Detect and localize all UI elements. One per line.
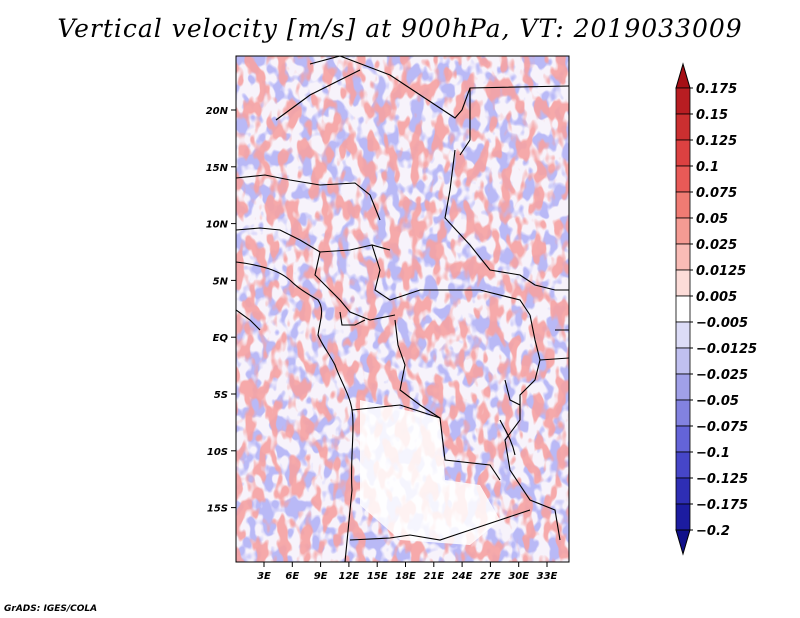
colorbar-label: 0.0125 — [696, 264, 746, 279]
colorbar-segment — [675, 217, 691, 245]
colorbar-segment — [675, 243, 691, 271]
colorbar-label: 0.005 — [696, 290, 737, 305]
colorbar-label: −0.1 — [696, 446, 730, 461]
longitude-axis: 3E 6E 9E 12E 15E 18E 21E 24E 27E 30E 33E — [257, 562, 558, 582]
colorbar-label: 0.125 — [696, 134, 737, 149]
colorbar-segment — [675, 191, 691, 219]
colorbar-label: 0.175 — [696, 82, 737, 97]
colorbar-label: −0.125 — [696, 472, 748, 487]
colorbar-segment — [675, 139, 691, 167]
lon-label: 18E — [395, 571, 416, 582]
colorbar-segment — [675, 87, 691, 115]
lat-label: 5N — [213, 276, 229, 287]
colorbar-label: 0.05 — [696, 212, 728, 227]
lat-label: 5S — [214, 390, 228, 401]
colorbar-label: −0.175 — [696, 498, 748, 513]
lon-label: 12E — [339, 571, 360, 582]
colorbar-segment — [675, 347, 691, 375]
colorbar-label: 0.1 — [696, 160, 719, 175]
country-borders — [236, 56, 569, 562]
lon-label: 24E — [452, 571, 473, 582]
colorbar: 0.175 0.15 0.125 0.1 0.075 0.05 0.025 0.0125 0.0… — [675, 62, 757, 556]
colorbar-label: −0.05 — [696, 394, 739, 409]
lon-label: 15E — [367, 571, 388, 582]
colorbar-segment — [675, 503, 691, 531]
latitude-axis: 20N 15N 10N 5N EQ 5S 10S 15S — [206, 106, 236, 515]
colorbar-label: −0.075 — [696, 420, 748, 435]
lat-label: EQ — [213, 333, 229, 344]
colorbar-segment — [675, 321, 691, 349]
colorbar-segment — [675, 425, 691, 453]
colorbar-min-arrow — [675, 529, 691, 556]
colorbar-max-arrow — [675, 62, 691, 89]
lon-label: 33E — [537, 571, 558, 582]
lon-label: 30E — [508, 571, 529, 582]
colorbar-label: −0.0125 — [696, 342, 757, 357]
map-frame — [235, 55, 570, 563]
lon-label: 6E — [285, 571, 299, 582]
colorbar-label: −0.2 — [696, 524, 730, 539]
colorbar-segment — [675, 399, 691, 427]
lat-label: 20N — [206, 106, 229, 117]
lon-label: 21E — [423, 571, 444, 582]
colorbar-segment — [675, 451, 691, 479]
lat-label: 15S — [207, 504, 228, 515]
colorbar-label: 0.075 — [696, 186, 737, 201]
lon-label: 3E — [257, 571, 271, 582]
colorbar-label: −0.025 — [696, 368, 748, 383]
lat-label: 10S — [207, 447, 228, 458]
map-title: Vertical velocity [m/s] at 900hPa, VT: 2… — [57, 14, 743, 43]
colorbar-segment — [675, 113, 691, 141]
lon-label: 27E — [480, 571, 501, 582]
colorbar-segment — [675, 295, 691, 323]
colorbar-segment — [675, 269, 691, 297]
colorbar-label: 0.025 — [696, 238, 737, 253]
colorbar-segment — [675, 477, 691, 505]
colorbar-label: −0.005 — [696, 316, 748, 331]
colorbar-label: 0.15 — [696, 108, 728, 123]
colorbar-segment — [675, 165, 691, 193]
colorbar-segment — [675, 373, 691, 401]
lon-label: 9E — [314, 571, 328, 582]
lat-label: 10N — [206, 220, 229, 231]
grads-credit: GrADS: IGES/COLA — [4, 604, 98, 614]
velocity-field — [236, 56, 569, 562]
lat-label: 15N — [206, 163, 229, 174]
